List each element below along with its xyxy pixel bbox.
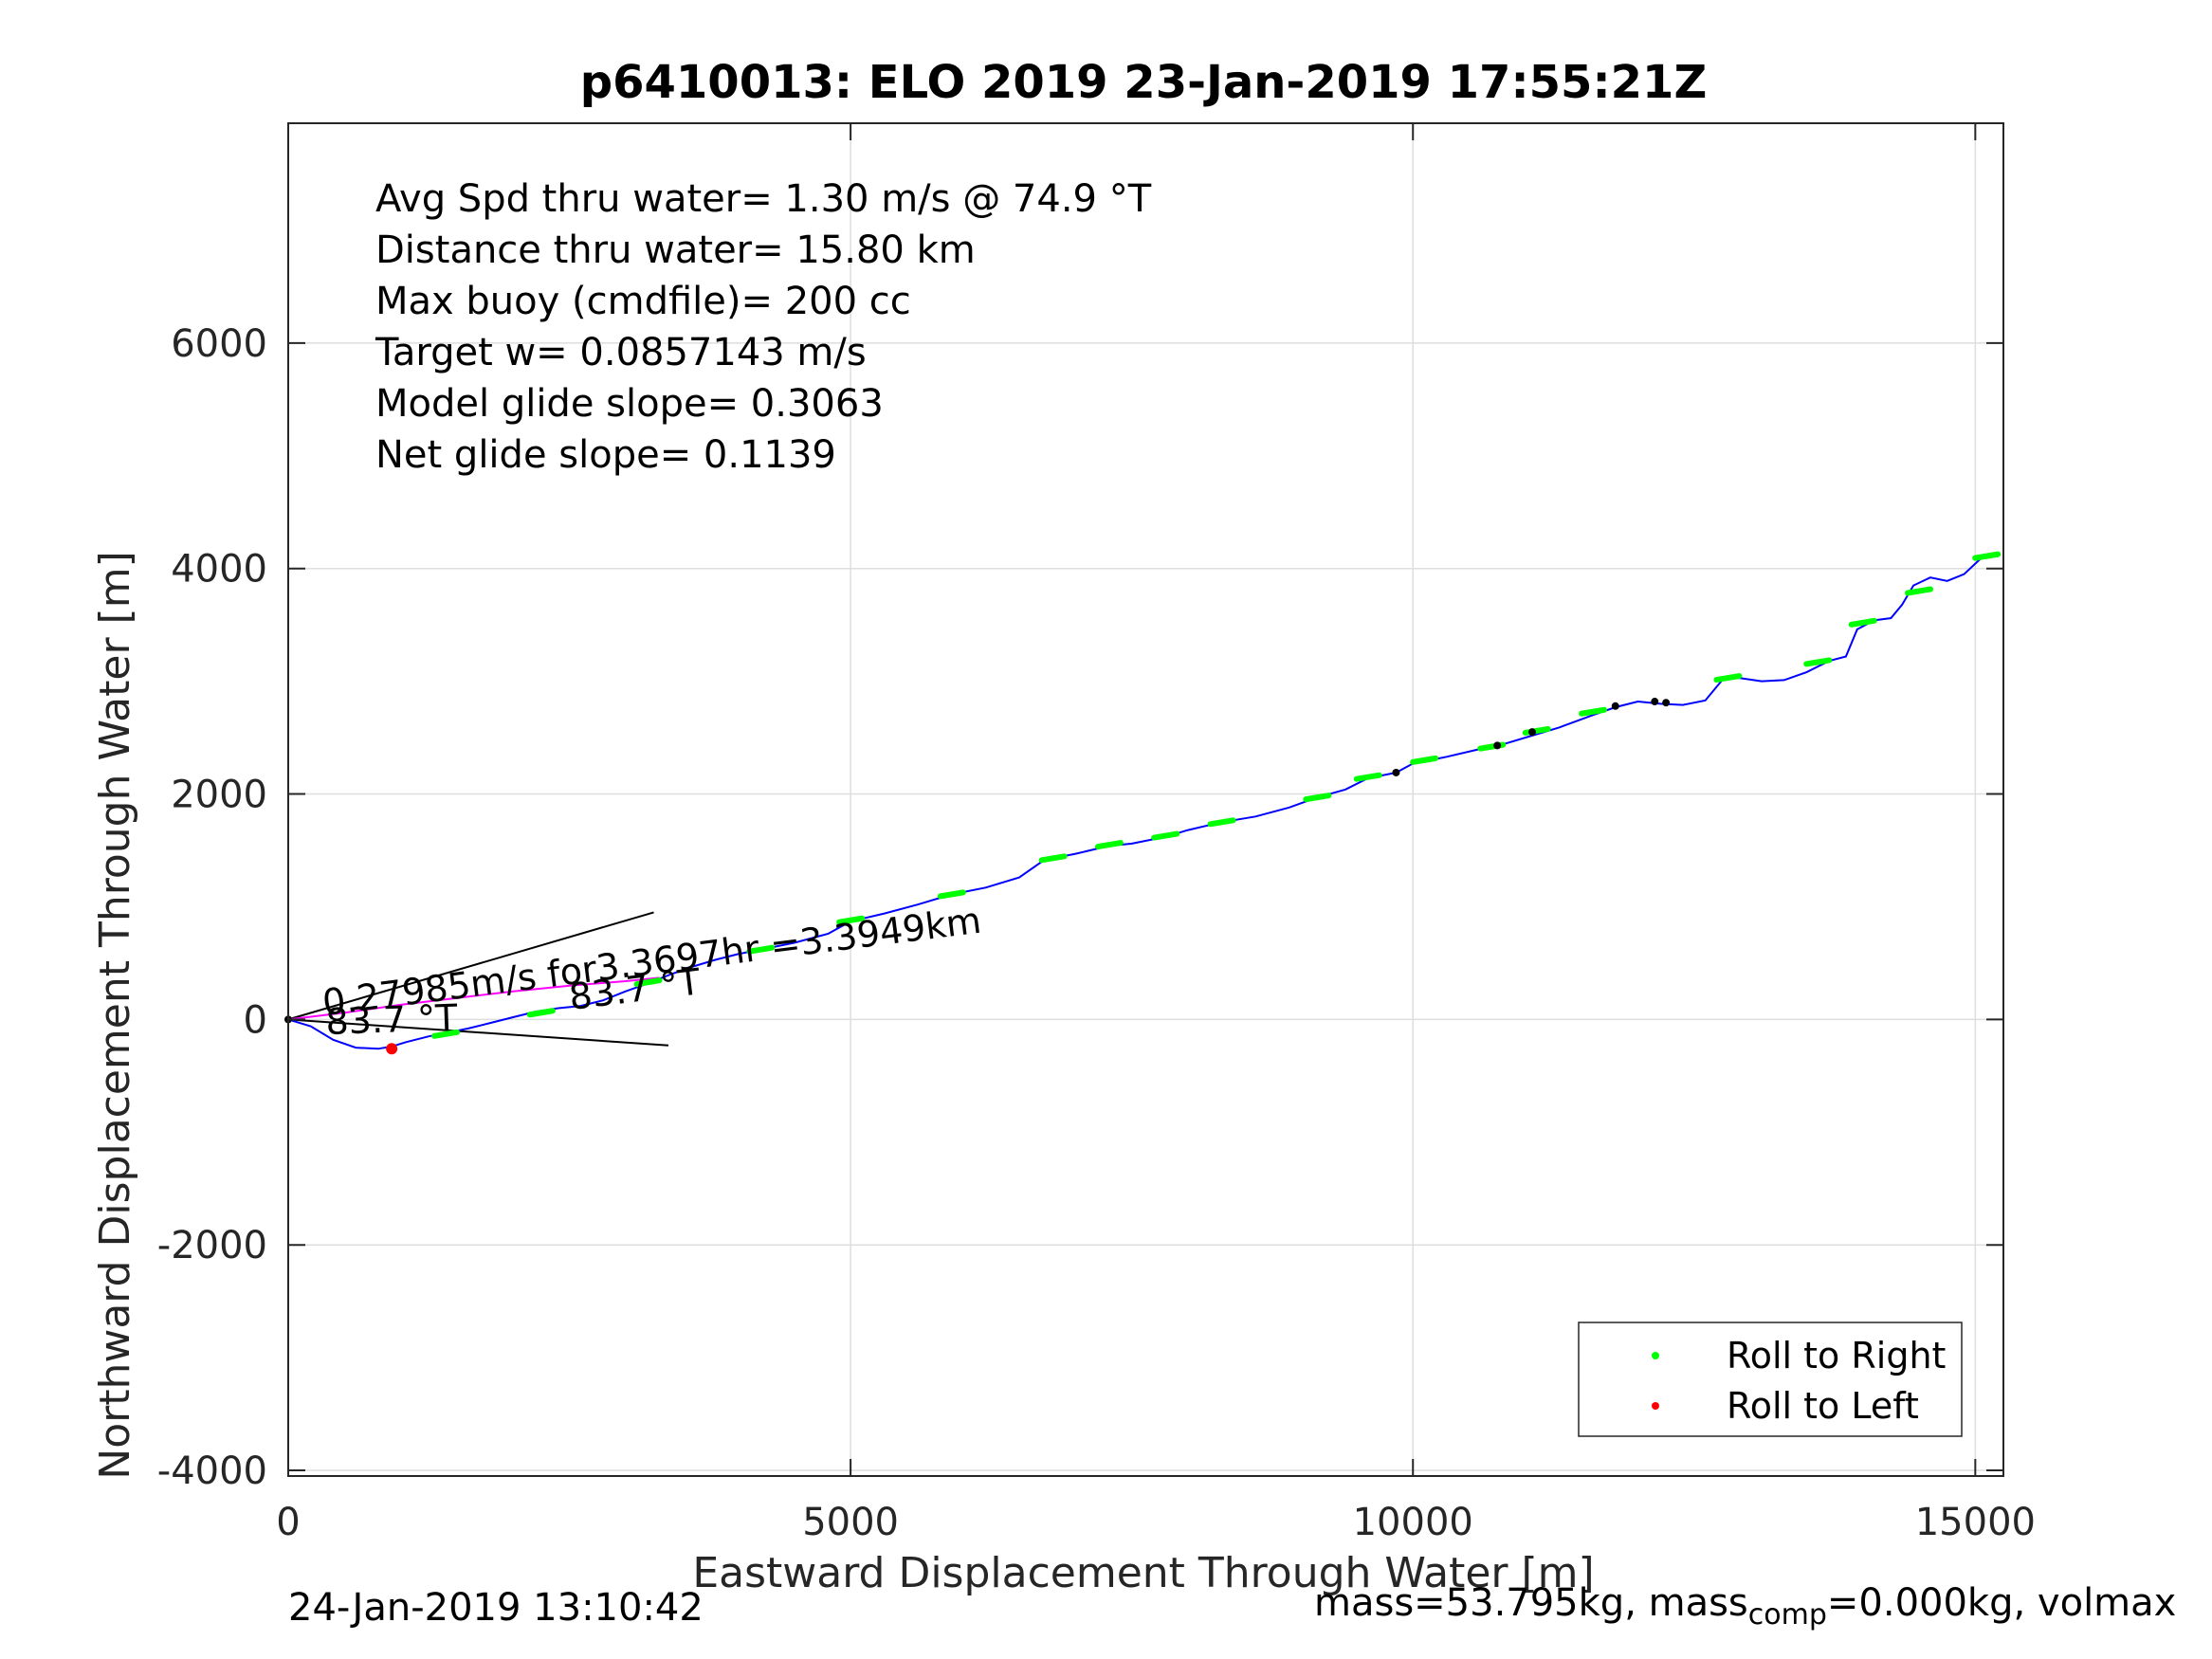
x-tick-label: 5000 <box>802 1501 899 1544</box>
event-point <box>1611 702 1619 710</box>
footer-mass-text: mass=53.795kg, mass <box>1314 1581 1748 1625</box>
legend-label-roll-left: Roll to Left <box>1727 1385 1919 1427</box>
annotation-model-glide: Model glide slope= 0.3063 <box>375 382 884 426</box>
roll-right-point <box>1353 772 1382 782</box>
x-tick-label: 10000 <box>1353 1501 1473 1544</box>
event-point <box>1392 768 1400 776</box>
roll-right-point <box>1972 551 2002 561</box>
chart-title: p6410013: ELO 2019 23-Jan-2019 17:55:21Z <box>580 56 1708 109</box>
roll-right-point <box>1151 830 1180 841</box>
roll-right-point <box>937 889 966 900</box>
roll-right-point <box>1713 673 1743 684</box>
roll-right-point <box>746 944 776 955</box>
current-lower-line <box>287 1018 669 1047</box>
roll-right-point <box>836 915 866 925</box>
series-line-2 <box>287 976 660 1021</box>
axes-frame <box>287 122 2004 1477</box>
plot-background <box>288 123 2003 1476</box>
y-tick-label: -4000 <box>157 1449 267 1493</box>
roll-markers <box>284 551 2002 1055</box>
legend-label-roll-right: Roll to Right <box>1727 1335 1946 1376</box>
axes-box <box>287 122 2004 1477</box>
footer-mass-rest: =0.000kg, volmax <box>1826 1581 2177 1625</box>
current-vector-lines <box>287 911 669 1047</box>
grid-lines <box>287 123 2003 1476</box>
footer-mass-info: mass=53.795kg, masscomp=0.000kg, volmax <box>1314 1581 2176 1632</box>
plot-area <box>288 123 2003 1476</box>
x-tick-label: 0 <box>276 1501 300 1544</box>
annotation-avg-speed: Avg Spd thru water= 1.30 m/s @ 74.9 °T <box>375 177 1152 221</box>
y-tick-label: 0 <box>244 998 267 1042</box>
legend-marker-roll-right <box>1652 1352 1659 1359</box>
event-point <box>1527 728 1536 737</box>
roll-right-point <box>1410 755 1439 765</box>
stats-annotation: Avg Spd thru water= 1.30 m/s @ 74.9 °T D… <box>375 177 1152 477</box>
roll-right-point <box>431 1029 461 1039</box>
legend-box <box>1578 1322 1963 1437</box>
event-point <box>1662 699 1671 707</box>
tick-labels: 0 5000 10000 15000 -4000 -2000 0 2000 4000 6000 <box>157 322 2036 1544</box>
annotation-distance: Distance thru water= 15.80 km <box>375 228 976 272</box>
roll-right-point <box>1038 853 1068 864</box>
y-tick-label: -2000 <box>157 1224 267 1267</box>
annotation-target-w: Target w= 0.0857143 m/s <box>375 331 867 374</box>
x-tick-label: 15000 <box>1915 1501 2036 1544</box>
annotation-net-glide: Net glide slope= 0.1139 <box>375 433 836 477</box>
roll-right-point <box>1905 586 1934 596</box>
current-upper-line <box>287 911 654 1021</box>
roll-right-point <box>1803 657 1833 667</box>
event-point <box>1493 741 1502 750</box>
roll-right-point <box>1303 793 1332 803</box>
y-tick-label: 2000 <box>171 774 267 817</box>
y-tick-label: 6000 <box>171 322 267 366</box>
heading-label-1: 83.7 °T <box>325 996 459 1043</box>
y-tick-label: 4000 <box>171 548 267 592</box>
legend: Roll to Right Roll to Left <box>1578 1322 1963 1437</box>
x-axis-label: Eastward Displacement Through Water [m] <box>692 1549 1594 1597</box>
y-axis-label: Northward Displacement Through Water [m] <box>91 551 139 1479</box>
footer-timestamp: 24-Jan-2019 13:10:42 <box>288 1586 704 1630</box>
event-point <box>1651 698 1659 706</box>
roll-right-point <box>1579 706 1608 717</box>
roll-right-point <box>633 977 663 988</box>
roll-left-point <box>386 1043 398 1055</box>
legend-marker-roll-left <box>1652 1402 1659 1410</box>
roll-right-point <box>1848 617 1877 628</box>
roll-right-point <box>1094 840 1124 850</box>
roll-right-point <box>526 1008 556 1018</box>
annotation-max-buoy: Max buoy (cmdfile)= 200 cc <box>375 280 911 323</box>
footer-mass-sub: comp <box>1747 1598 1827 1632</box>
roll-right-point <box>1207 817 1236 828</box>
